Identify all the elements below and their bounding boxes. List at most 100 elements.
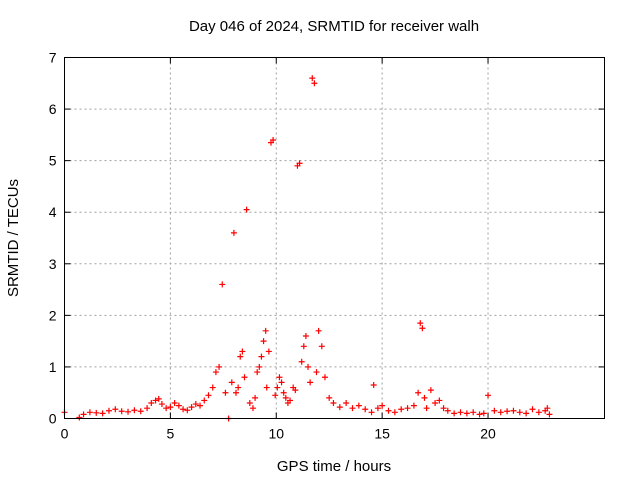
data-point bbox=[158, 401, 165, 408]
data-point bbox=[315, 327, 322, 334]
data-point bbox=[280, 389, 287, 396]
data-point bbox=[529, 406, 536, 413]
data-point bbox=[398, 406, 405, 413]
y-tick-label: 7 bbox=[49, 50, 57, 66]
data-point bbox=[307, 379, 314, 386]
data-point bbox=[163, 405, 170, 412]
data-point bbox=[241, 374, 248, 381]
y-tick-label: 3 bbox=[49, 256, 57, 272]
data-point bbox=[180, 406, 187, 413]
data-point bbox=[451, 410, 458, 417]
data-point bbox=[485, 392, 492, 399]
x-tick-label: 20 bbox=[480, 426, 496, 442]
data-point bbox=[497, 409, 504, 416]
plot-frame bbox=[64, 57, 605, 419]
data-point bbox=[144, 405, 151, 412]
data-point bbox=[385, 407, 392, 414]
data-point bbox=[263, 384, 270, 391]
data-point bbox=[112, 406, 119, 413]
data-point bbox=[321, 374, 328, 381]
data-point bbox=[265, 348, 272, 355]
data-point bbox=[313, 369, 320, 376]
data-point bbox=[470, 409, 477, 416]
chart-title: Day 046 of 2024, SRMTID for receiver wal… bbox=[189, 18, 479, 35]
data-point bbox=[491, 407, 498, 414]
data-point bbox=[219, 281, 226, 288]
data-point bbox=[311, 80, 318, 87]
data-point bbox=[254, 369, 261, 376]
data-point bbox=[480, 410, 487, 417]
data-point bbox=[546, 411, 553, 418]
data-point bbox=[423, 405, 430, 412]
data-point bbox=[391, 409, 398, 416]
data-point bbox=[282, 394, 289, 401]
data-point bbox=[292, 387, 299, 394]
data-point bbox=[171, 400, 178, 407]
data-point bbox=[86, 409, 93, 416]
y-tick-label: 5 bbox=[49, 153, 57, 169]
data-point bbox=[296, 160, 303, 167]
data-point bbox=[379, 402, 386, 409]
data-point bbox=[436, 397, 443, 404]
data-point bbox=[349, 405, 356, 412]
y-tick-label: 6 bbox=[49, 101, 57, 117]
data-point bbox=[374, 405, 381, 412]
data-point bbox=[421, 394, 428, 401]
data-point bbox=[230, 229, 237, 236]
data-point bbox=[410, 402, 417, 409]
x-axis-label: GPS time / hours bbox=[277, 458, 391, 475]
data-point bbox=[188, 404, 195, 411]
data-point bbox=[368, 409, 375, 416]
data-point bbox=[212, 369, 219, 376]
data-point bbox=[516, 409, 523, 416]
data-point bbox=[235, 384, 242, 391]
data-point bbox=[80, 411, 87, 418]
data-point bbox=[197, 402, 204, 409]
data-point bbox=[272, 392, 279, 399]
data-point bbox=[298, 358, 305, 365]
data-point bbox=[417, 320, 424, 327]
data-point bbox=[370, 381, 377, 388]
data-point bbox=[278, 379, 285, 386]
data-point bbox=[258, 353, 265, 360]
data-point bbox=[444, 407, 451, 414]
data-point bbox=[237, 353, 244, 360]
data-point bbox=[463, 410, 470, 417]
data-point bbox=[205, 392, 212, 399]
data-point bbox=[243, 206, 250, 213]
data-point bbox=[137, 408, 144, 415]
data-points bbox=[61, 75, 553, 422]
x-tick-label: 5 bbox=[166, 426, 174, 442]
data-point bbox=[302, 332, 309, 339]
data-point bbox=[76, 414, 83, 421]
data-point bbox=[239, 348, 246, 355]
data-point bbox=[326, 394, 333, 401]
data-point bbox=[99, 410, 106, 417]
data-point bbox=[305, 363, 312, 370]
data-point bbox=[510, 407, 517, 414]
y-tick-label: 1 bbox=[49, 359, 57, 375]
data-point bbox=[309, 75, 316, 82]
data-point bbox=[476, 411, 483, 418]
data-point bbox=[336, 404, 343, 411]
data-point bbox=[175, 402, 182, 409]
data-point bbox=[457, 409, 464, 416]
data-point bbox=[300, 343, 307, 350]
y-tick-label: 2 bbox=[49, 307, 57, 323]
data-point bbox=[270, 137, 277, 144]
data-point bbox=[93, 409, 100, 416]
data-point bbox=[246, 400, 253, 407]
data-point bbox=[318, 343, 325, 350]
y-tick-label: 4 bbox=[49, 204, 57, 220]
data-point bbox=[287, 397, 294, 404]
data-point bbox=[343, 400, 350, 407]
data-point bbox=[419, 325, 426, 332]
data-point bbox=[155, 395, 162, 402]
data-point bbox=[262, 327, 269, 334]
data-point bbox=[222, 389, 229, 396]
data-point bbox=[201, 397, 208, 404]
data-point bbox=[256, 363, 263, 370]
data-point bbox=[440, 405, 447, 412]
data-point bbox=[216, 363, 223, 370]
